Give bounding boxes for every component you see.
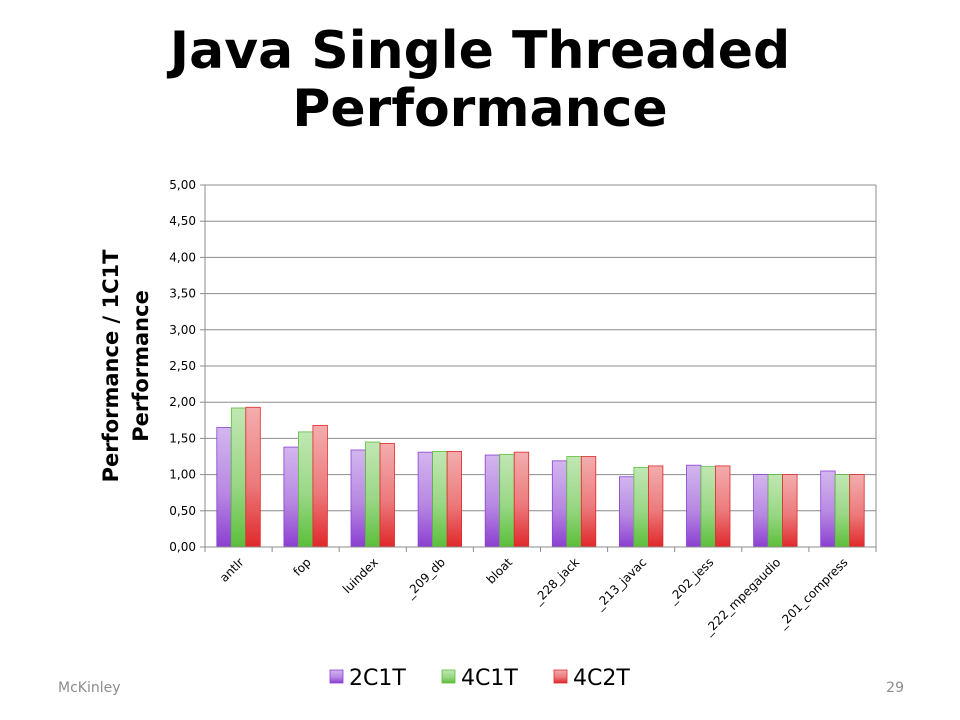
bar-2C1T-_201_compress <box>820 470 836 548</box>
y-tick-label: 4,50 <box>169 214 196 228</box>
x-tick-label: antlr <box>217 555 247 585</box>
bar-2C1T-_213_javac <box>619 476 635 548</box>
bar-4C1T-antlr <box>230 407 247 548</box>
y-tick-label: 1,00 <box>169 468 196 482</box>
x-tick-label: fop <box>290 555 313 578</box>
y-tick-label: 0,00 <box>169 540 196 554</box>
bar-4C2T-bloat <box>513 451 530 548</box>
y-tick-labels: 0,00 0,50 1,00 1,50 2,00 2,50 3,00 3,50 4,00 4,50… <box>169 178 196 554</box>
legend-swatch-4C2T <box>553 669 568 684</box>
bar-4C1T-_228_jack <box>566 456 582 548</box>
bar-4C2T-antlr <box>245 406 261 548</box>
legend-swatch-4C1T <box>441 669 456 684</box>
legend-label-4C2T: 4C2T <box>573 666 630 691</box>
bar-4C2T-_213_javac <box>648 465 664 548</box>
y-tick-label: 2,50 <box>169 359 196 373</box>
bar-2C1T-_222_mpegaudio <box>753 474 769 548</box>
bar-4C2T-_222_mpegaudio <box>782 474 798 548</box>
legend-label-4C1T: 4C1T <box>461 666 518 691</box>
bar-4C1T-luindex <box>365 441 381 548</box>
bar-2C1T-_202_jess <box>686 464 702 548</box>
bar-4C2T-_201_compress <box>849 474 865 548</box>
y-tick-label: 1,50 <box>169 431 196 445</box>
bar-4C2T-fop <box>312 424 328 548</box>
bar-2C1T-bloat <box>484 454 501 548</box>
x-tick-label: luindex <box>340 555 381 596</box>
legend-label-2C1T: 2C1T <box>349 666 406 691</box>
slide-title-line-1: Java Single Threaded <box>169 21 791 81</box>
y-tick-label: 3,00 <box>169 323 196 337</box>
slide-title: Java Single Threaded Performance <box>0 22 960 138</box>
bar-4C2T-_202_jess <box>715 465 731 548</box>
bar-4C1T-bloat <box>499 453 515 548</box>
bars <box>216 406 865 548</box>
y-axis-title-line-2: Performance <box>129 290 153 442</box>
y-axis-title-line-1: Performance / 1C1T <box>99 249 123 483</box>
footer-author: McKinley <box>58 680 121 696</box>
y-tick-label: 3,50 <box>169 287 196 301</box>
bar-4C1T-_213_javac <box>633 466 649 548</box>
legend: 2C1T 4C1T 4C2T <box>329 666 630 691</box>
bar-2C1T-fop <box>283 446 299 548</box>
y-tick-label: 4,00 <box>169 250 196 264</box>
bar-2C1T-luindex <box>350 449 366 548</box>
bar-4C2T-_209_db <box>446 451 463 548</box>
x-tick-label: _202_jess <box>665 555 717 607</box>
bar-4C1T-_222_mpegaudio <box>767 474 783 548</box>
legend-swatch-2C1T <box>329 669 344 684</box>
x-tick-label: _213_javac <box>592 555 650 613</box>
x-tick-label: _228_jack <box>530 555 582 607</box>
bar-4C2T-_228_jack <box>580 456 597 548</box>
bar-2C1T-antlr <box>216 427 232 548</box>
axes <box>204 185 877 552</box>
y-tick-label: 5,00 <box>169 178 196 192</box>
x-tick-label: _201_compress <box>774 555 850 631</box>
bar-4C1T-fop <box>297 431 314 548</box>
x-tick-labels: antlr fop luindex _209_db bloat _228_jack _213… <box>217 555 851 638</box>
bar-2C1T-_228_jack <box>551 460 568 548</box>
slide-title-line-2: Performance <box>292 79 668 139</box>
bar-4C2T-luindex <box>379 443 395 548</box>
page-number: 29 <box>886 680 904 696</box>
bar-4C1T-_201_compress <box>834 474 851 548</box>
bar-4C1T-_202_jess <box>700 466 716 548</box>
y-tick-label: 0,50 <box>169 504 196 518</box>
y-tick-label: 2,00 <box>169 395 196 409</box>
y-axis-title: Performance / 1C1T Performance <box>99 249 153 483</box>
x-tick-label: bloat <box>484 555 516 587</box>
bar-2C1T-_209_db <box>417 451 434 548</box>
bar-4C1T-_209_db <box>432 451 448 548</box>
x-tick-label: _209_db <box>402 555 448 601</box>
